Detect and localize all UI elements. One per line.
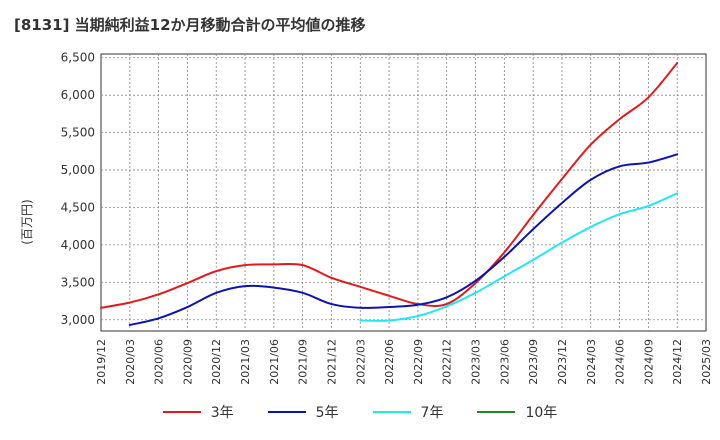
x-tick-label: 2025/03 bbox=[700, 339, 713, 385]
y-tick-label: 4,000 bbox=[61, 238, 95, 252]
legend-swatch-3y bbox=[162, 411, 201, 413]
line-chart: 3,000 3,500 4,000 4,500 5,000 5,500 6,000 6,500… bbox=[61, 51, 713, 385]
y-tick-label: 3,500 bbox=[61, 275, 95, 289]
legend-label-7y: 7年 bbox=[420, 405, 444, 421]
x-tick-label: 2020/09 bbox=[181, 339, 194, 385]
legend-item-3y: 3年 bbox=[162, 402, 234, 422]
y-tick-label: 6,000 bbox=[61, 88, 95, 102]
x-tick-label: 2024/03 bbox=[585, 339, 598, 385]
x-tick-label: 2022/03 bbox=[354, 339, 367, 385]
y-tick-labels: 3,000 3,500 4,000 4,500 5,000 5,500 6,000 6,500 bbox=[61, 51, 95, 327]
x-tick-labels: 2019/12 2020/03 2020/06 2020/09 2020/12 2021/… bbox=[95, 339, 713, 385]
series-lines bbox=[100, 61, 679, 327]
legend-item-5y: 5年 bbox=[267, 402, 339, 422]
x-tick-label: 2023/06 bbox=[498, 339, 511, 385]
series-line-0 bbox=[100, 61, 679, 309]
x-tick-label: 2020/03 bbox=[124, 339, 137, 385]
x-tick-label: 2023/12 bbox=[556, 339, 569, 385]
legend-label-10y: 10年 bbox=[525, 405, 558, 421]
legend-label-3y: 3年 bbox=[210, 405, 234, 421]
legend-swatch-5y bbox=[267, 411, 306, 413]
x-tick-label: 2024/12 bbox=[671, 339, 684, 385]
x-tick-label: 2020/12 bbox=[210, 339, 223, 385]
x-tick-label: 2021/06 bbox=[268, 339, 281, 385]
x-tick-label: 2022/06 bbox=[383, 339, 396, 385]
x-tick-label: 2024/09 bbox=[642, 339, 655, 385]
x-tick-label: 2024/06 bbox=[614, 339, 627, 385]
y-tick-label: 6,500 bbox=[61, 51, 95, 65]
x-tick-label: 2022/09 bbox=[412, 339, 425, 385]
x-tick-label: 2019/12 bbox=[95, 339, 108, 385]
y-tick-label: 4,500 bbox=[61, 200, 95, 214]
x-tick-label: 2021/03 bbox=[239, 339, 252, 385]
x-tick-label: 2022/12 bbox=[441, 339, 454, 385]
plot-area bbox=[100, 53, 707, 332]
series-line-1 bbox=[128, 153, 679, 327]
legend-swatch-10y bbox=[477, 411, 516, 413]
x-tick-label: 2021/12 bbox=[325, 339, 338, 385]
series-line-2 bbox=[359, 192, 679, 322]
chart-title: [8131] 当期純利益12か月移動合計の平均値の推移 bbox=[14, 16, 366, 34]
legend-item-10y: 10年 bbox=[477, 402, 557, 422]
y-tick-label: 5,500 bbox=[61, 126, 95, 140]
x-tick-label: 2021/09 bbox=[297, 339, 310, 385]
legend-swatch-7y bbox=[372, 411, 411, 413]
x-tick-label: 2023/03 bbox=[470, 339, 483, 385]
y-tick-label: 5,000 bbox=[61, 163, 95, 177]
legend-item-7y: 7年 bbox=[372, 402, 444, 422]
legend: 3年 5年 7年 10年 bbox=[0, 402, 720, 422]
y-tick-label: 3,000 bbox=[61, 313, 95, 327]
grid-lines bbox=[101, 54, 706, 331]
x-tick-label: 2020/06 bbox=[153, 339, 166, 385]
legend-label-5y: 5年 bbox=[315, 405, 339, 421]
x-tick-label: 2023/09 bbox=[527, 339, 540, 385]
